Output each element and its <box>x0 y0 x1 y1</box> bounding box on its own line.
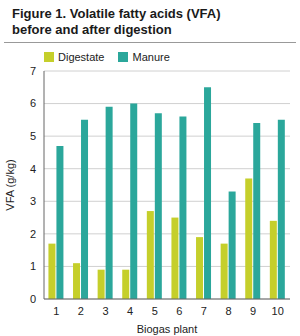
html-text:Manure: Manure <box>132 51 170 63</box>
svg-text:Biogas plant: Biogas plant <box>137 323 198 335</box>
svg-text:2: 2 <box>30 228 36 240</box>
svg-text:4: 4 <box>30 163 36 175</box>
svg-text:7: 7 <box>201 305 207 317</box>
svg-text:5: 5 <box>30 130 36 142</box>
svg-text:2: 2 <box>78 305 84 317</box>
svg-text:10: 10 <box>272 305 284 317</box>
html-text:before and after digestion: before and after digestion <box>12 22 172 37</box>
html-text:Digestate: Digestate <box>58 51 105 63</box>
svg-text:7: 7 <box>30 65 36 77</box>
svg-text:1: 1 <box>30 260 36 272</box>
svg-text:5: 5 <box>152 305 158 317</box>
svg-text:1: 1 <box>53 305 59 317</box>
svg-text:8: 8 <box>225 305 231 317</box>
svg-text:3: 3 <box>102 305 108 317</box>
svg-text:6: 6 <box>176 305 182 317</box>
svg-text:0: 0 <box>30 293 36 305</box>
svg-text:4: 4 <box>127 305 133 317</box>
html-text:Figure 1. Volatile fatty acids: Figure 1. Volatile fatty acids (VFA) <box>12 6 221 21</box>
svg-text:9: 9 <box>250 305 256 317</box>
svg-text:6: 6 <box>30 97 36 109</box>
svg-text:VFA (g/kg): VFA (g/kg) <box>8 159 16 210</box>
svg-text:3: 3 <box>30 195 36 207</box>
